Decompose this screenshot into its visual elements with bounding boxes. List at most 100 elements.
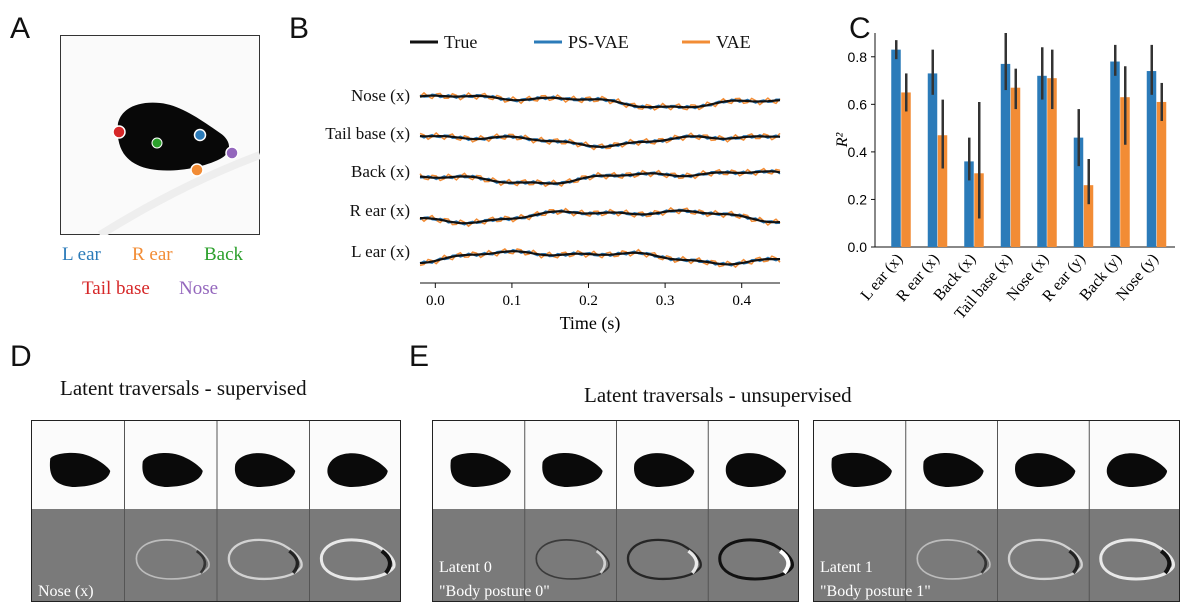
supervised-latent-label: Nose (x) bbox=[38, 583, 94, 600]
x-tick-label: 0.3 bbox=[656, 293, 675, 309]
bar-vae bbox=[1120, 97, 1130, 247]
keypoint-back bbox=[151, 137, 163, 149]
trace-row-label: R ear (x) bbox=[350, 201, 410, 220]
x-axis-label: Time (s) bbox=[560, 313, 621, 334]
x-tick-label: 0.1 bbox=[503, 293, 522, 309]
y-tick-label: 0.2 bbox=[848, 191, 868, 207]
mouse-frame bbox=[542, 453, 603, 487]
difference-highlight bbox=[195, 549, 207, 574]
y-tick-label: 0.8 bbox=[848, 49, 868, 65]
difference-highlight bbox=[778, 549, 791, 575]
true-trace bbox=[419, 94, 781, 109]
bar-ps-vae bbox=[964, 161, 974, 247]
difference-highlight bbox=[595, 549, 607, 574]
true-trace bbox=[420, 209, 781, 225]
bar-ps-vae bbox=[1073, 137, 1084, 247]
trace-row-label: L ear (x) bbox=[351, 242, 410, 261]
mouse-frame bbox=[1015, 453, 1076, 487]
legend-back: Back bbox=[204, 244, 244, 265]
latent0-name: "Body posture 0" bbox=[439, 583, 550, 600]
bar-vae bbox=[1083, 185, 1094, 247]
traversal-shapes bbox=[450, 421, 794, 601]
difference-outline bbox=[916, 539, 991, 580]
y-tick-label: 0.4 bbox=[848, 144, 868, 160]
legend-nose: Nose bbox=[179, 278, 219, 299]
x-tick-label: 0.4 bbox=[732, 293, 751, 309]
traversal-shapes bbox=[49, 421, 396, 601]
keypoint-tail-base bbox=[112, 125, 126, 139]
trace-row-label: Nose (x) bbox=[351, 86, 410, 105]
latent1-name: "Body posture 1" bbox=[820, 583, 931, 600]
legend-entry: VAE bbox=[716, 32, 751, 52]
latent0-label: Latent 0 bbox=[439, 559, 492, 576]
y-tick-label: 0.0 bbox=[848, 239, 868, 255]
traversal-difference-row bbox=[814, 509, 1179, 601]
latent0-traversal-strip: Latent 0 "Body posture 0" bbox=[432, 420, 799, 602]
traversal-difference-row bbox=[433, 509, 798, 601]
mouse-frame bbox=[634, 453, 695, 487]
bar-ps-vae bbox=[1110, 61, 1120, 248]
bar-marks bbox=[891, 33, 1167, 248]
mouse-frame bbox=[142, 453, 203, 487]
r2-bar-chart: 0.0 0.2 0.4 0.6 0.8 R² L ear (x)R ear (x)Back… bbox=[835, 33, 1175, 323]
trace-row-label: Tail base (x) bbox=[325, 124, 410, 143]
true-trace bbox=[419, 134, 781, 148]
bar-vae bbox=[1156, 101, 1167, 247]
panel-letter-d: D bbox=[10, 340, 32, 373]
panel-letter-e: E bbox=[409, 340, 430, 373]
vae-trace bbox=[419, 247, 781, 269]
keypoint-nose bbox=[225, 146, 239, 160]
mouse-frame bbox=[234, 453, 296, 487]
legend-l-ear: L ear bbox=[62, 244, 101, 265]
true-trace bbox=[419, 170, 781, 185]
true-trace bbox=[419, 250, 780, 266]
difference-outline bbox=[135, 539, 210, 580]
difference-outline bbox=[535, 539, 610, 580]
traversal-shapes bbox=[831, 421, 1175, 601]
x-tick-label: 0.0 bbox=[426, 293, 445, 309]
difference-outline bbox=[1099, 538, 1175, 581]
difference-highlight bbox=[1068, 549, 1080, 575]
bar-vae bbox=[1047, 78, 1057, 247]
mouse-frame bbox=[831, 452, 892, 487]
difference-outline bbox=[626, 538, 702, 580]
mouse-frame bbox=[327, 453, 388, 487]
latent1-traversal-strip: Latent 1 "Body posture 1" bbox=[813, 420, 1180, 602]
supervised-title: Latent traversals - supervised bbox=[60, 376, 307, 400]
traversal-difference-row bbox=[32, 509, 400, 601]
vae-trace bbox=[419, 131, 781, 151]
unsupervised-title: Latent traversals - unsupervised bbox=[584, 383, 852, 407]
bar-ps-vae bbox=[891, 49, 901, 248]
mouse-frame bbox=[450, 452, 511, 487]
difference-highlight bbox=[288, 549, 300, 575]
mouse-frame bbox=[49, 452, 111, 487]
latent1-label: Latent 1 bbox=[820, 559, 873, 576]
trace-rows: Nose (x) Tail base (x) Back (x) R ear (x) L … bbox=[325, 86, 781, 269]
difference-outline bbox=[319, 538, 396, 581]
trace-legend: True PS-VAE VAE bbox=[410, 32, 751, 52]
x-tick-label: 0.2 bbox=[579, 293, 598, 309]
y-axis-label: R² bbox=[835, 132, 851, 149]
bar-vae bbox=[937, 135, 948, 247]
legend-entry: True bbox=[444, 32, 477, 52]
trace-row-label: Back (x) bbox=[351, 162, 410, 181]
vae-trace bbox=[419, 167, 781, 188]
bar-vae bbox=[1010, 87, 1021, 247]
mouse-frame bbox=[725, 453, 787, 487]
mouse-keypoint-frame bbox=[60, 35, 260, 235]
bar-vae bbox=[901, 92, 911, 247]
difference-highlight bbox=[380, 549, 392, 575]
legend-entry: PS-VAE bbox=[568, 32, 629, 52]
bar-x-labels: L ear (x)R ear (x)Back (x)Tail base (x)N… bbox=[858, 251, 1162, 323]
mouse-silhouette bbox=[117, 102, 229, 171]
keypoint-l-ear bbox=[193, 128, 207, 142]
difference-outline bbox=[1007, 538, 1083, 580]
mouse-frame bbox=[1106, 453, 1168, 487]
bar-ps-vae bbox=[1146, 71, 1157, 247]
difference-outline bbox=[227, 538, 303, 580]
difference-highlight bbox=[1159, 549, 1172, 575]
legend-r-ear: R ear bbox=[132, 244, 173, 265]
bar-ps-vae bbox=[927, 73, 938, 247]
keypoint-r-ear bbox=[190, 163, 204, 177]
bar-ps-vae bbox=[1037, 75, 1047, 247]
